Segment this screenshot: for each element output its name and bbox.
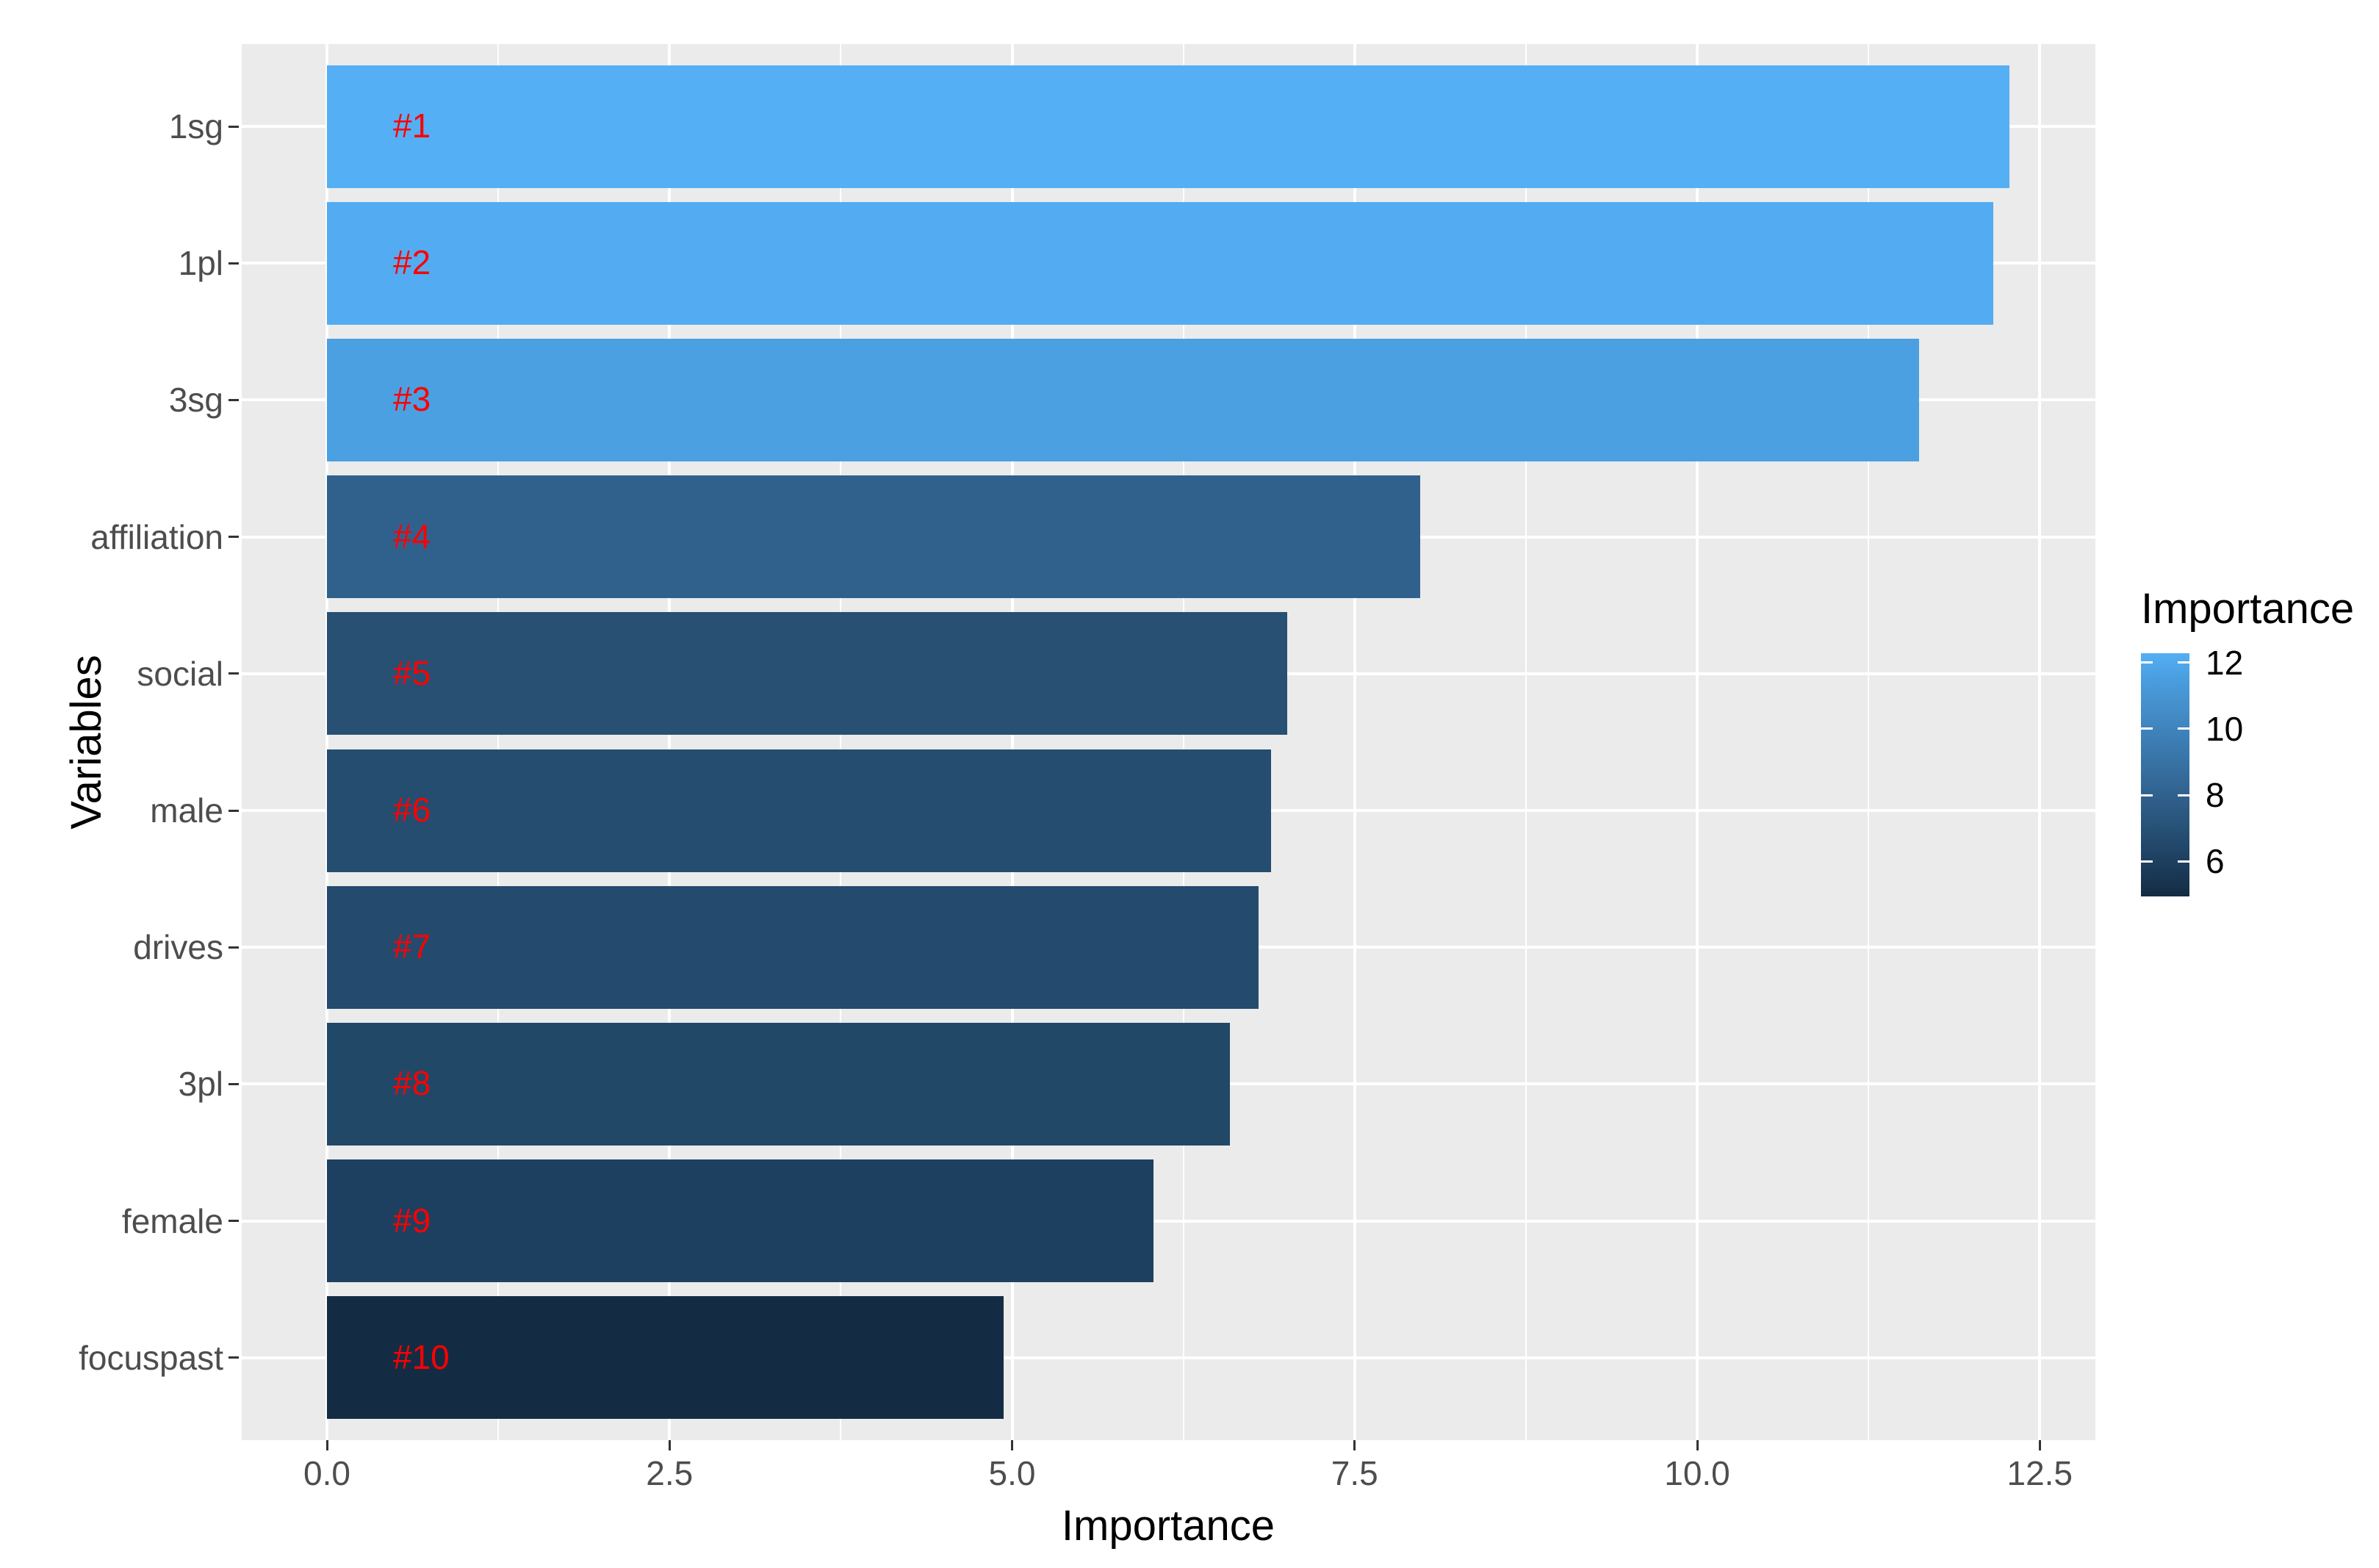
bar: #7 <box>327 885 1259 1009</box>
bar-rank-label: #1 <box>393 107 431 145</box>
bar: #10 <box>327 1296 1004 1420</box>
grid-minor-x <box>1525 44 1527 1440</box>
y-tick <box>228 398 239 401</box>
y-tick-label: female <box>121 1201 223 1240</box>
y-tick <box>228 1356 239 1359</box>
bar: #9 <box>327 1159 1153 1283</box>
y-tick <box>228 262 239 265</box>
legend-tick-mark <box>2141 661 2153 664</box>
legend-colorbar <box>2141 653 2189 896</box>
y-tick-label: social <box>137 654 223 693</box>
bar-rank-label: #9 <box>393 1201 431 1240</box>
grid-major-x <box>1010 44 1014 1440</box>
plot-panel: #1 #2 #3 #4 #5 #6 #7 #8 #9 #10 <box>242 44 2095 1440</box>
bar: #1 <box>327 65 2010 188</box>
grid-minor-x <box>840 44 842 1440</box>
bar: #4 <box>327 475 1421 599</box>
y-tick-label: 1sg <box>168 107 223 145</box>
y-tick <box>228 1220 239 1223</box>
grid-major-x <box>2038 44 2042 1440</box>
y-tick-label: affiliation <box>90 517 223 556</box>
legend-tick-mark <box>2141 860 2153 863</box>
y-tick <box>228 1082 239 1085</box>
grid-major-y <box>242 1219 2095 1223</box>
legend-tick-label: 12 <box>2206 643 2244 682</box>
grid-minor-x <box>497 44 500 1440</box>
y-tick-label: drives <box>133 928 223 967</box>
bar-rank-label: #8 <box>393 1064 431 1103</box>
bar-rank-label: #4 <box>393 517 431 555</box>
bar-rank-label: #2 <box>393 243 431 282</box>
y-tick-label: male <box>150 791 223 830</box>
y-tick <box>228 536 239 539</box>
grid-major-x <box>1353 44 1356 1440</box>
x-tick <box>1696 1440 1699 1450</box>
legend-tick-label: 8 <box>2206 776 2225 814</box>
x-tick-label: 7.5 <box>1331 1454 1378 1492</box>
grid-major-x <box>1696 44 1699 1440</box>
bar-rank-label: #10 <box>393 1337 450 1376</box>
x-axis-title: Importance <box>1061 1502 1275 1550</box>
legend-tick-mark <box>2178 860 2189 863</box>
x-tick-label: 10.0 <box>1664 1454 1730 1492</box>
legend-tick-mark <box>2141 727 2153 730</box>
y-tick-label: 3sg <box>168 381 223 420</box>
bar-rank-label: #7 <box>393 927 431 966</box>
bar: #3 <box>327 338 1920 461</box>
x-tick-label: 12.5 <box>2007 1454 2073 1492</box>
grid-major-x <box>668 44 672 1440</box>
bar-rank-label: #5 <box>393 653 431 692</box>
bar: #2 <box>327 201 1993 325</box>
y-tick <box>228 125 239 128</box>
x-tick-label: 0.0 <box>303 1454 350 1492</box>
legend-title: Importance <box>2141 585 2355 633</box>
legend-tick-label: 10 <box>2206 709 2244 748</box>
grid-major-y <box>242 1356 2095 1359</box>
x-tick-label: 5.0 <box>988 1454 1036 1492</box>
x-tick <box>1011 1440 1013 1450</box>
x-tick <box>1353 1440 1356 1450</box>
y-tick-label: focuspast <box>79 1338 223 1377</box>
y-tick <box>228 809 239 812</box>
grid-minor-x <box>1868 44 1870 1440</box>
grid-major-x <box>325 44 328 1440</box>
y-tick <box>228 672 239 675</box>
legend-tick-mark <box>2141 794 2153 796</box>
bar: #6 <box>327 749 1271 872</box>
x-tick <box>2038 1440 2041 1450</box>
y-tick <box>228 946 239 949</box>
legend-tick-label: 6 <box>2206 842 2225 881</box>
y-tick-label: 1pl <box>178 244 223 283</box>
bar: #8 <box>327 1022 1231 1146</box>
legend-tick-mark <box>2178 727 2189 730</box>
x-tick <box>325 1440 328 1450</box>
x-tick <box>668 1440 671 1450</box>
x-tick-label: 2.5 <box>646 1454 694 1492</box>
grid-minor-x <box>1182 44 1184 1440</box>
legend-tick-mark <box>2178 794 2189 796</box>
bar: #5 <box>327 612 1288 736</box>
legend-tick-mark <box>2178 661 2189 664</box>
y-tick-label: 3pl <box>178 1065 223 1104</box>
bar-rank-label: #3 <box>393 380 431 419</box>
bar-rank-label: #6 <box>393 791 431 830</box>
